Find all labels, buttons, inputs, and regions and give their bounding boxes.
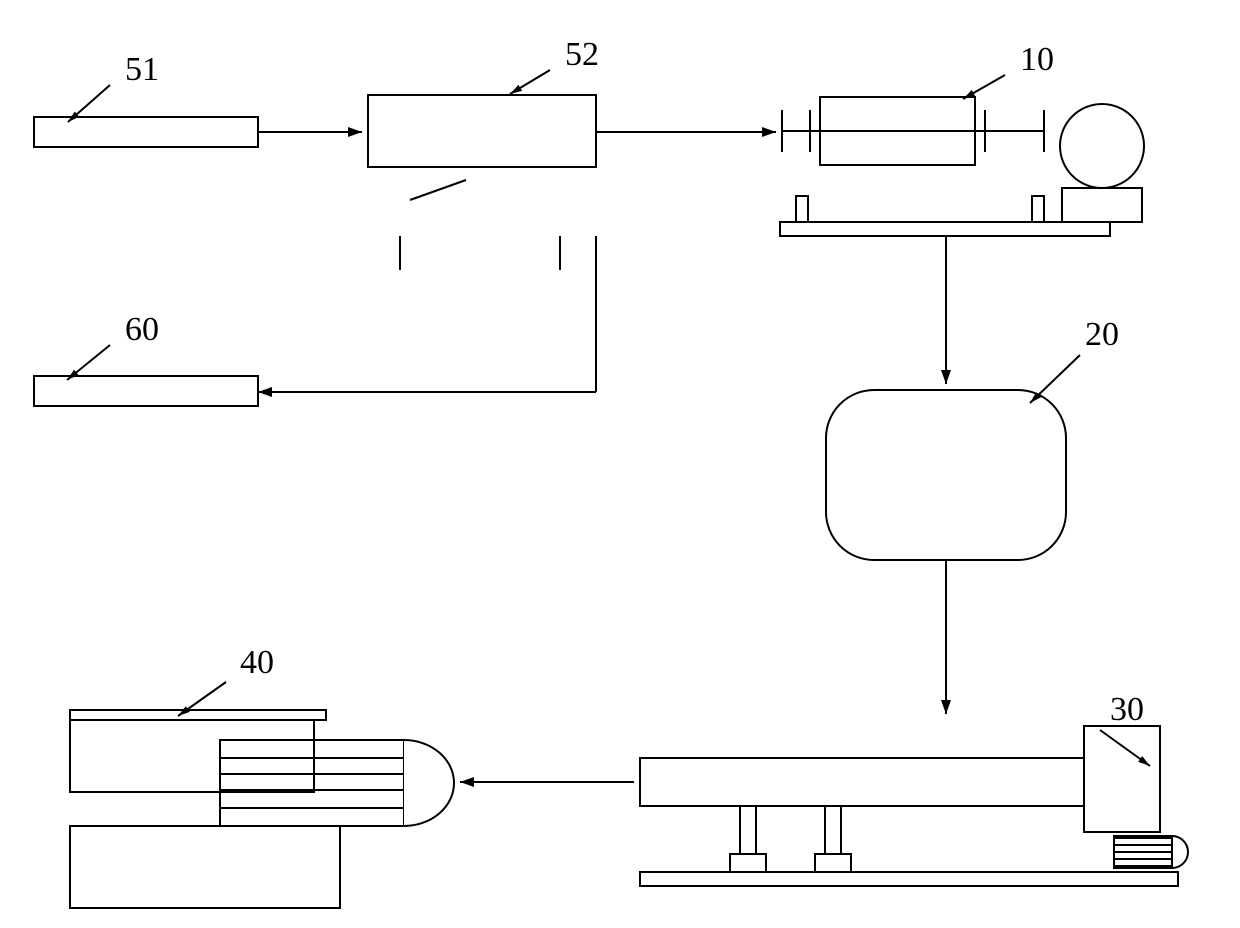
block-40-upper bbox=[70, 720, 314, 792]
block-20-tank bbox=[826, 390, 1066, 560]
label-10: 10 bbox=[1020, 41, 1054, 78]
label-51: 51 bbox=[125, 51, 159, 88]
block-30-barrel bbox=[640, 758, 1084, 806]
block-10-motor bbox=[1060, 104, 1144, 188]
label-30: 30 bbox=[1110, 691, 1144, 728]
label-60: 60 bbox=[125, 311, 159, 348]
block-30-gearbox bbox=[1084, 726, 1160, 832]
label-20: 20 bbox=[1085, 316, 1119, 353]
block-40-lower bbox=[70, 826, 340, 908]
block-52-body bbox=[368, 95, 596, 167]
label-40: 40 bbox=[240, 644, 274, 681]
label-52: 52 bbox=[565, 36, 599, 73]
